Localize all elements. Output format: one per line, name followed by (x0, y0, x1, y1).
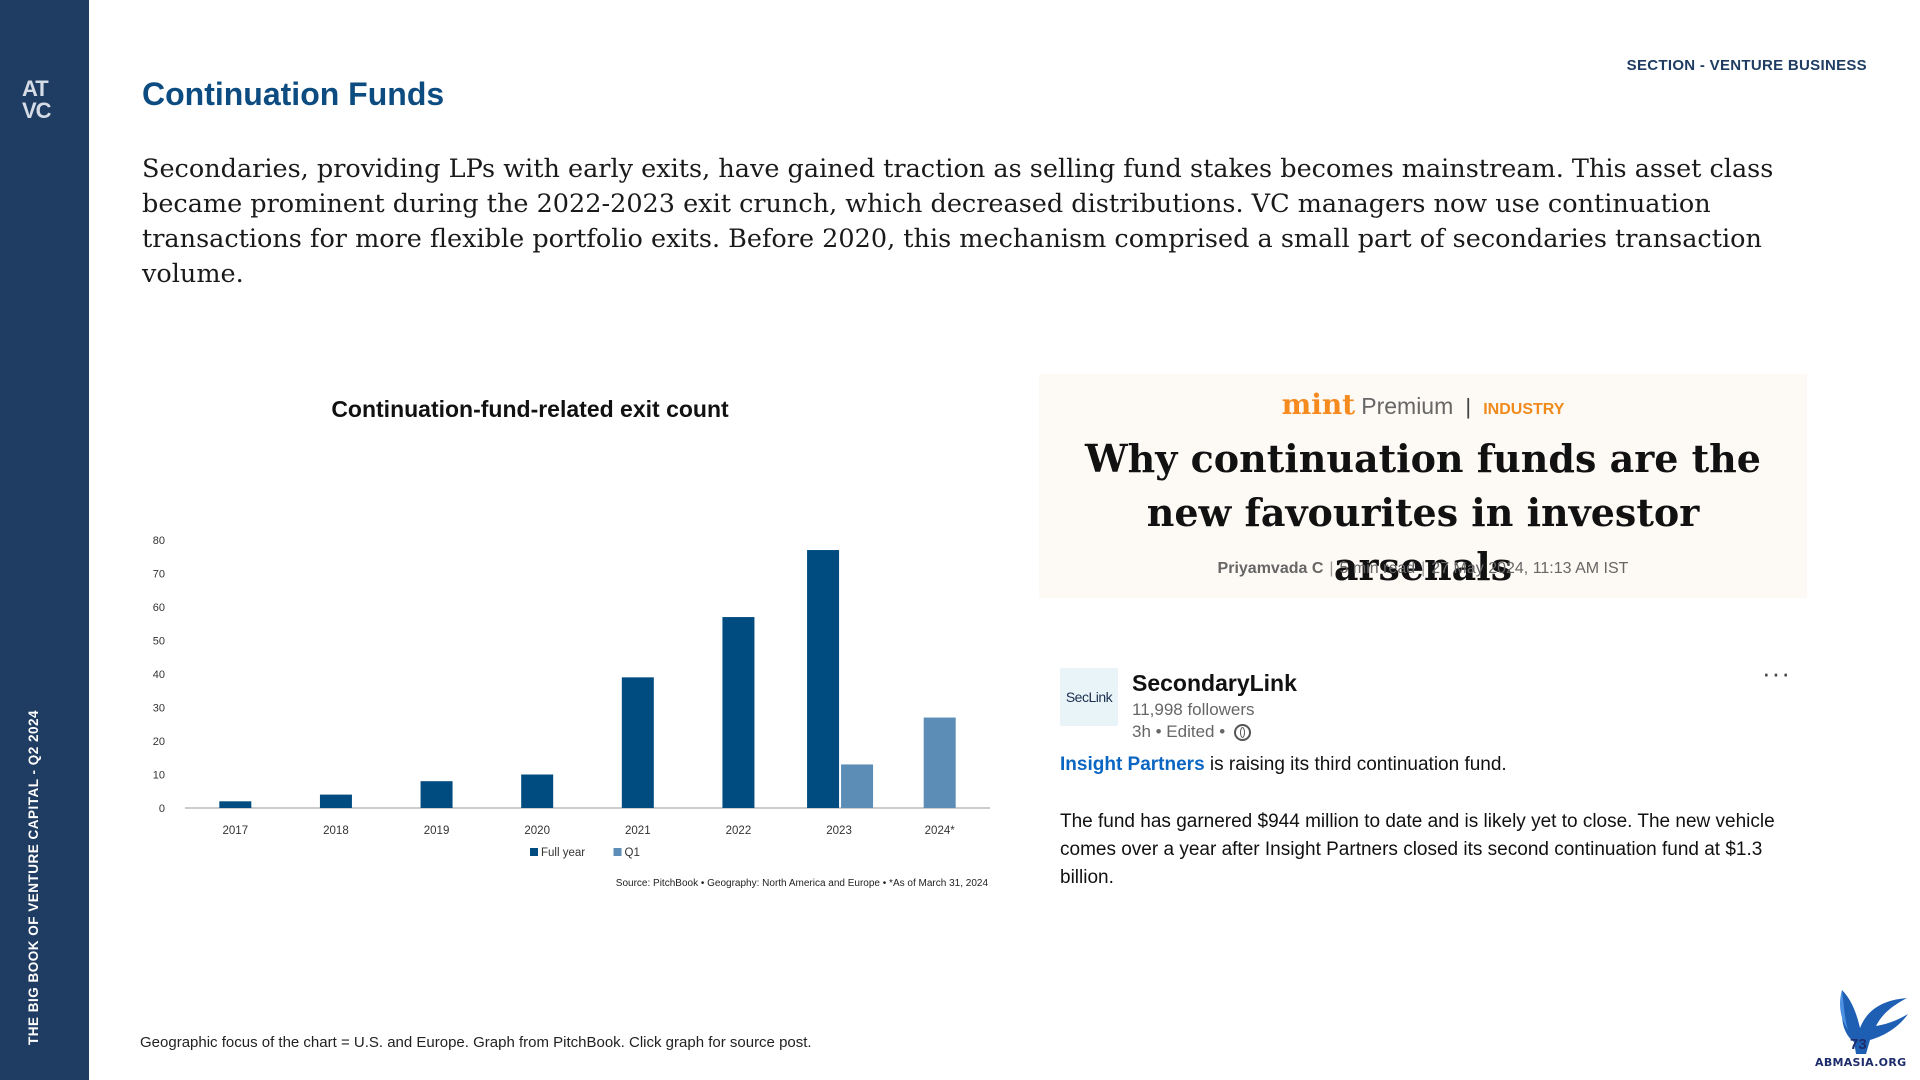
page-number: 73 (1850, 1036, 1867, 1053)
chart-title: Continuation-fund-related exit count (331, 396, 729, 422)
post-body: The fund has garnered $944 million to da… (1060, 811, 1775, 888)
x-tick-label: 2023 (826, 825, 852, 837)
bar-full-year-2021 (621, 677, 654, 808)
post-author[interactable]: SecondaryLink (1132, 670, 1297, 696)
x-tick-label: 2019 (424, 825, 450, 837)
bar-full-year-2022 (722, 617, 755, 808)
bar-q1-2023 (841, 764, 874, 808)
post-first-line: Insight Partners is raising its third co… (1060, 754, 1507, 775)
article-author: Priyamvada C (1217, 560, 1324, 577)
article-meta: Priyamvada C | 5 min read | 27 May 2024, 11:… (1217, 560, 1629, 577)
x-tick-label: 2018 (323, 825, 349, 837)
y-tick-label: 20 (153, 736, 165, 748)
y-tick-label: 10 (153, 770, 165, 782)
x-tick-label: 2020 (524, 825, 550, 837)
article-headline[interactable]: Why continuation funds are the new favou… (1085, 436, 1761, 589)
article-section: INDUSTRY (1483, 401, 1565, 418)
article-brand: mint Premium | INDUSTRY (1039, 388, 1807, 421)
x-tick-label: 2024* (925, 825, 956, 837)
globe-icon (1233, 724, 1251, 742)
logo: AT VC (22, 76, 52, 123)
x-tick-label: 2017 (223, 825, 249, 837)
intro-paragraph: Secondaries, providing LPs with early ex… (142, 154, 1774, 289)
eagle-watermark-icon (1840, 990, 1908, 1054)
bar-full-year-2019 (420, 781, 453, 808)
legend-label: Q1 (625, 847, 640, 859)
x-tick-label: 2021 (625, 825, 651, 837)
y-tick-label: 70 (153, 569, 165, 581)
y-tick-label: 50 (153, 636, 165, 648)
bar-full-year-2017 (219, 801, 252, 808)
y-tick-label: 60 (153, 602, 165, 614)
mint-logo: mint (1281, 388, 1356, 421)
legend-swatch (613, 848, 622, 856)
news-article-card[interactable]: mint Premium | INDUSTRY Why continuation… (1039, 374, 1807, 598)
avatar[interactable]: SecLink (1060, 668, 1118, 726)
sidebar: AT VC THE BIG BOOK OF VENTURE CAPITAL - … (0, 0, 89, 1080)
exit-count-chart[interactable]: 0 10 20 30 40 50 60 70 80 2017 2018 2019 2020 2021 202… (140, 530, 1000, 870)
watermark-text: ABMASIA.ORG (1815, 1056, 1907, 1069)
section-tag: SECTION - VENTURE BUSINESS (1626, 57, 1867, 74)
article-read-time: 5 min read (1339, 560, 1416, 577)
bar-q1-2024* (923, 717, 956, 808)
y-tick-label: 40 (153, 669, 165, 681)
post-followers: 11,998 followers (1132, 700, 1255, 719)
premium-label: Premium (1361, 393, 1454, 419)
insight-partners-link[interactable]: Insight Partners (1060, 754, 1205, 775)
x-tick-label: 2022 (726, 825, 752, 837)
post-timestamp: 3h • Edited • (1132, 722, 1251, 742)
article-date: 27 May 2024, 11:13 AM IST (1431, 560, 1629, 577)
y-tick-label: 80 (153, 535, 165, 547)
legend-swatch (530, 848, 538, 856)
brand-separator: | (1465, 394, 1472, 419)
footnote: Geographic focus of the chart = U.S. and… (140, 1034, 812, 1051)
chart-source: Source: PitchBook • Geography: North Ame… (615, 878, 988, 889)
page-title: Continuation Funds (142, 76, 445, 112)
book-title-vertical: THE BIG BOOK OF VENTURE CAPITAL - Q2 202… (26, 709, 41, 1045)
bar-full-year-2018 (319, 794, 352, 808)
bar-full-year-2023 (807, 550, 840, 808)
more-options-icon[interactable]: ··· (1762, 658, 1791, 688)
y-tick-label: 30 (153, 703, 165, 715)
y-tick-label: 0 (159, 803, 165, 815)
legend-label: Full year (541, 847, 585, 859)
bar-full-year-2020 (521, 774, 554, 808)
